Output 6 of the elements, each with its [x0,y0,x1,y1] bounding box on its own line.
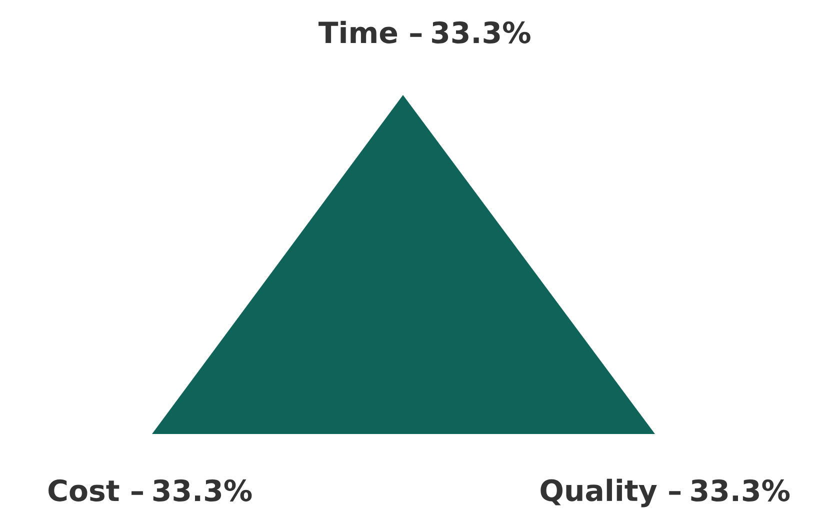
data-label: 33.3% [153,479,252,502]
category-label: Cost – [48,479,143,502]
data-label: 33.3% [432,21,530,44]
category-label: Quality – [540,478,681,508]
data-label: 33.3% [691,479,790,502]
category-label: Time – [318,20,422,44]
